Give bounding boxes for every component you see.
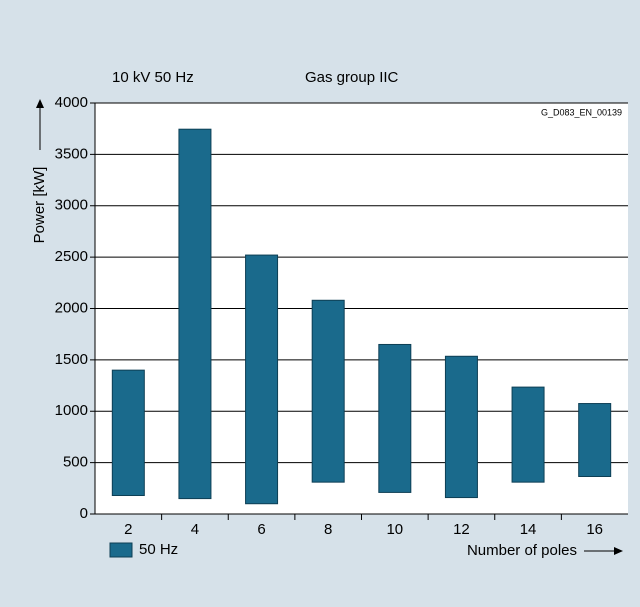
annotation: Gas group IIC [305, 69, 399, 86]
legend-swatch [109, 542, 133, 558]
bar [245, 254, 279, 505]
x-tick-label: 12 [453, 521, 470, 538]
x-arrow-head [614, 547, 623, 555]
y-tick-label: 500 [63, 454, 88, 471]
bar [511, 386, 545, 483]
y-tick-label: 2500 [55, 248, 88, 265]
x-tick-label: 14 [520, 521, 537, 538]
x-tick-label: 4 [191, 521, 199, 538]
figure-code: G_D083_EN_00139 [541, 107, 622, 117]
x-tick-label: 16 [586, 521, 603, 538]
y-tick-label: 0 [80, 505, 88, 522]
bar [378, 343, 412, 493]
annotation: 10 kV 50 Hz [112, 69, 194, 86]
y-tick-label: 4000 [55, 94, 88, 111]
y-tick-label: 2000 [55, 299, 88, 316]
y-arrow-head [36, 99, 44, 108]
x-tick-label: 6 [257, 521, 265, 538]
bar [444, 355, 478, 499]
bar [578, 403, 612, 477]
x-tick-label: 2 [124, 521, 132, 538]
y-tick-label: 1000 [55, 402, 88, 419]
x-tick-label: 8 [324, 521, 332, 538]
y-tick-label: 3500 [55, 145, 88, 162]
bar [111, 369, 145, 497]
y-tick-label: 1500 [55, 351, 88, 368]
y-tick-label: 3000 [55, 197, 88, 214]
x-axis-label: Number of poles [467, 542, 577, 559]
legend-label: 50 Hz [139, 541, 178, 558]
bar [178, 128, 212, 500]
x-tick-label: 10 [386, 521, 403, 538]
y-axis-label: Power [kW] [31, 167, 48, 244]
bar [311, 299, 345, 483]
